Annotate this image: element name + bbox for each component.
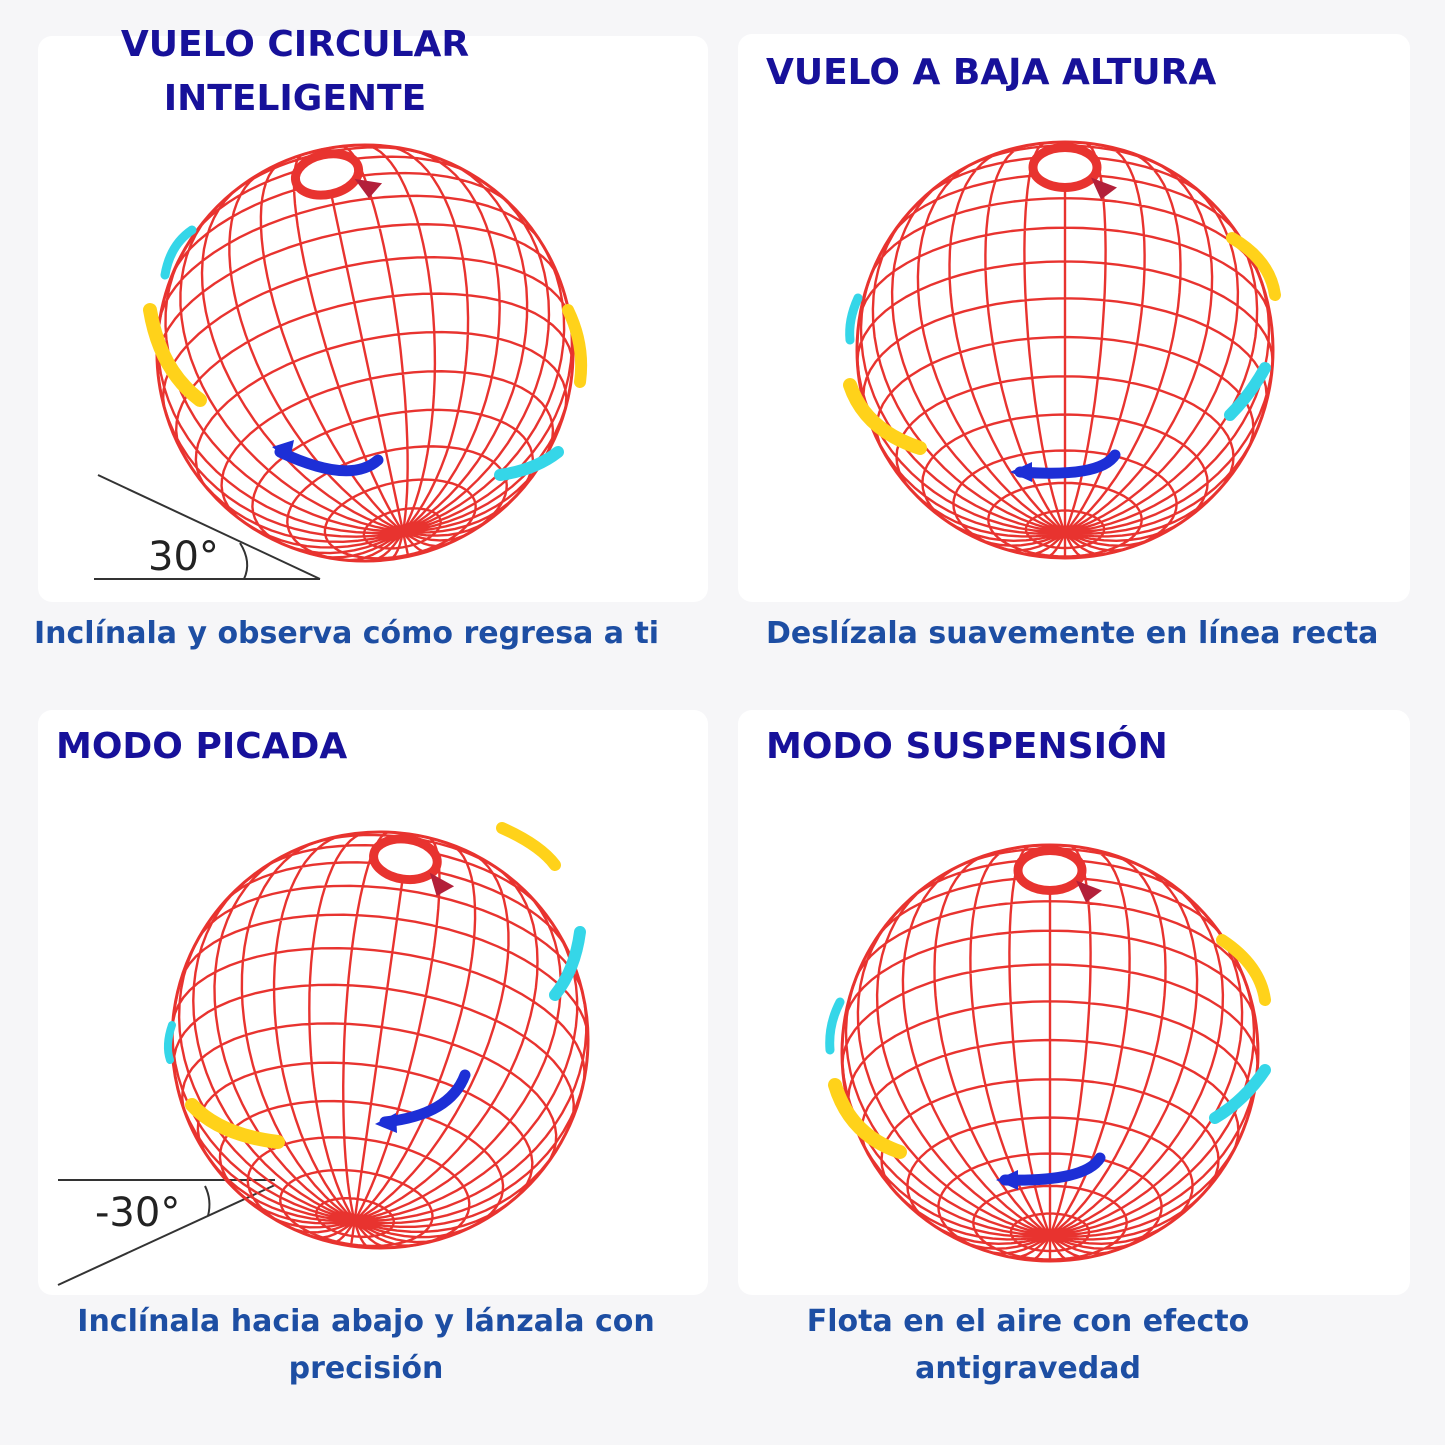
ball-grid-icon [155, 143, 575, 563]
panel-3-title-line-1: MODO PICADA [56, 726, 348, 767]
ball-grid-icon [840, 843, 1260, 1263]
panel-2-title: VUELO A BAJA ALTURA [766, 46, 1216, 100]
panel-1-illustration: 30° [94, 143, 588, 580]
panel-2-caption: Deslízala suavemente en línea recta [766, 610, 1378, 657]
ball-grid-icon [170, 830, 590, 1250]
ball-grid-icon [855, 140, 1275, 560]
panel-3-caption-line-2: precisión [288, 1351, 444, 1386]
angle-indicator: 30° [94, 474, 321, 580]
panel-4-title-line-1: MODO SUSPENSIÓN [766, 726, 1168, 767]
angle-label: -30° [95, 1190, 180, 1236]
rotation-arrow-icon [825, 934, 1271, 1190]
rotation-arrow-icon [843, 232, 1281, 482]
panel-card-3 [38, 710, 708, 1295]
panel-4-caption-line-2: antigravedad [915, 1351, 1141, 1386]
panel-2-caption-line-1: Deslízala suavemente en línea recta [766, 616, 1379, 651]
angle-label: 30° [148, 534, 219, 580]
panel-4-illustration [825, 843, 1271, 1263]
panel-1-title-line-2: INTELIGENTE [163, 78, 427, 119]
rotation-arrow-icon [163, 822, 586, 1149]
rotation-arrow-icon [143, 225, 588, 481]
panel-1-caption-line-1: Inclínala y observa cómo regresa a ti [34, 616, 660, 651]
panel-1-title-line-1: VUELO CIRCULAR [120, 24, 470, 65]
panel-3-title: MODO PICADA [56, 720, 347, 774]
panel-2-illustration [843, 140, 1281, 560]
panel-4-caption: Flota en el aire con efecto antigravedad [748, 1298, 1308, 1392]
panel-4-caption-line-1: Flota en el aire con efecto [806, 1304, 1250, 1339]
panel-1-title: VUELO CIRCULAR INTELIGENTE [60, 18, 530, 126]
panel-1-caption: Inclínala y observa cómo regresa a ti [34, 610, 659, 657]
panel-4-title: MODO SUSPENSIÓN [766, 720, 1168, 774]
panel-3-illustration: -30° [57, 822, 590, 1286]
panel-2-title-line-1: VUELO A BAJA ALTURA [766, 52, 1217, 93]
panel-3-caption: Inclínala hacia abajo y lánzala con prec… [40, 1298, 692, 1392]
panel-3-caption-line-1: Inclínala hacia abajo y lánzala con [77, 1304, 655, 1339]
